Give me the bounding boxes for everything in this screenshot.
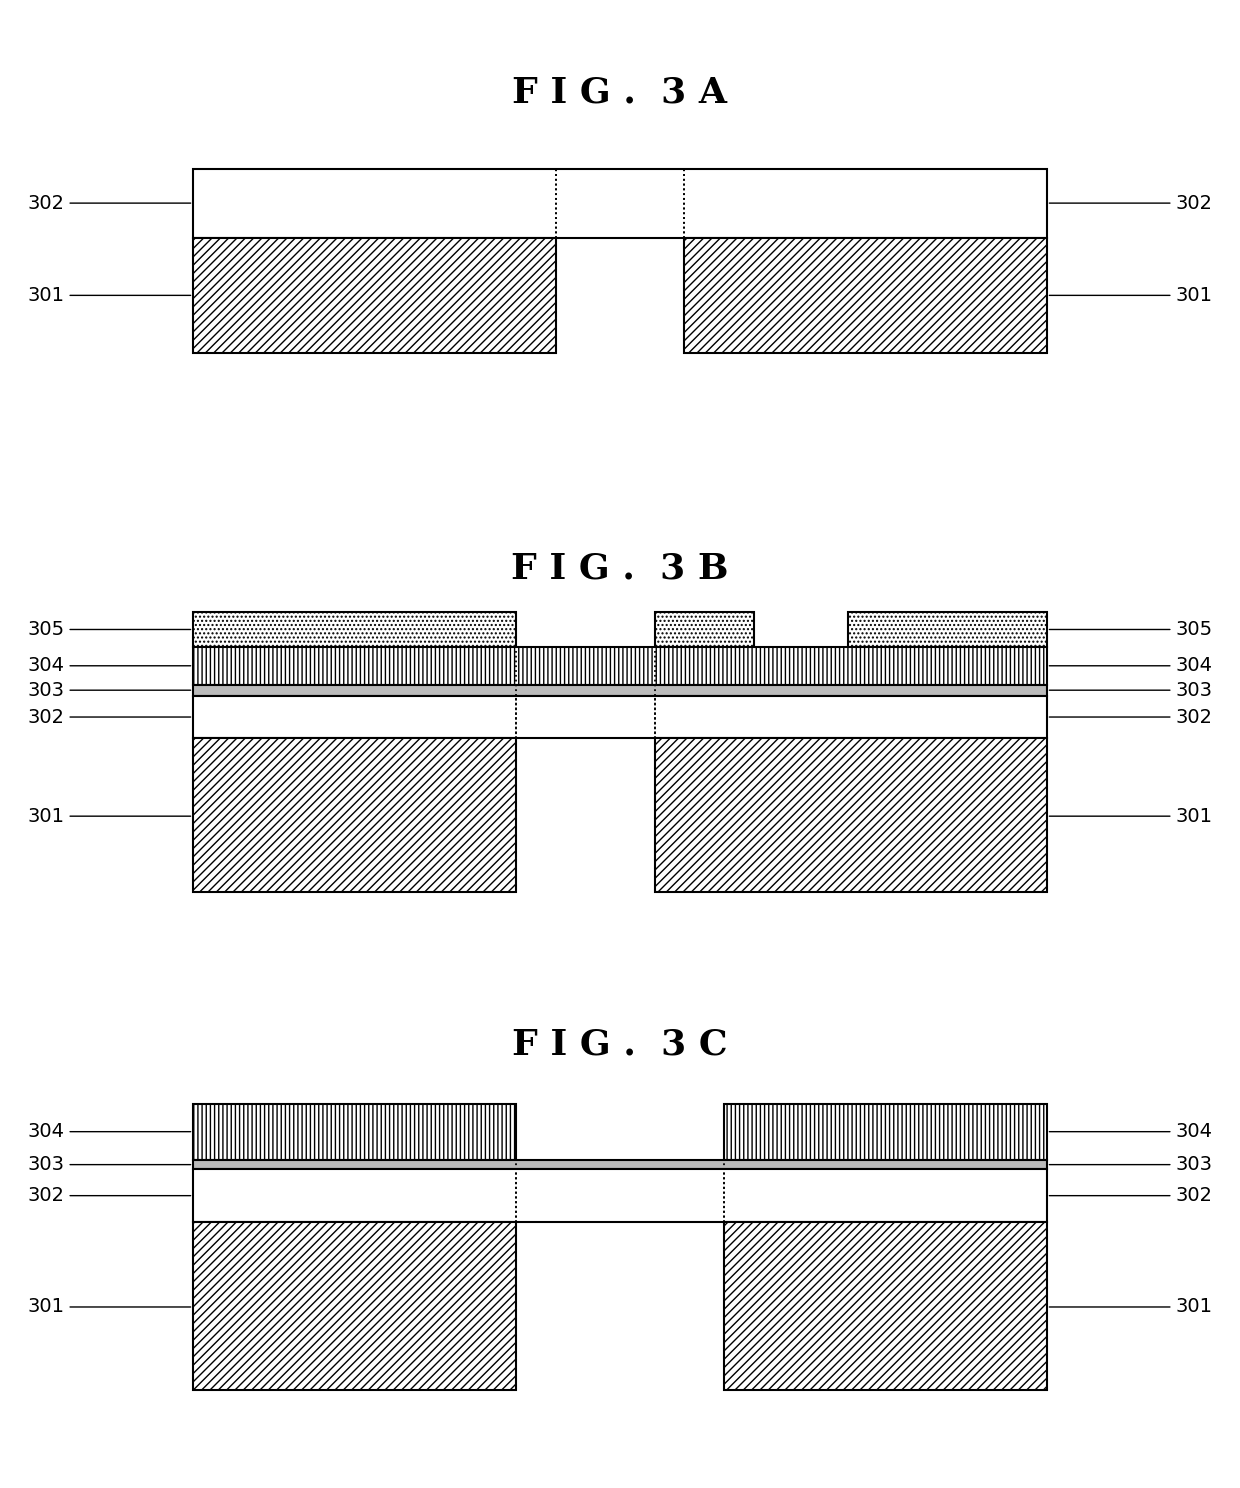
Text: 305: 305 [27,620,191,638]
Bar [724,1104,1047,1159]
Text: 301: 301 [27,1298,191,1317]
Bar [193,696,1047,738]
Bar [193,1104,516,1159]
Text: 304: 304 [27,1122,191,1141]
Bar [684,238,1047,353]
Text: 303: 303 [27,680,191,699]
Bar [724,1222,1047,1390]
Text: 302: 302 [27,193,191,213]
Bar [193,1159,1047,1170]
Bar [193,1170,1047,1222]
Text: 301: 301 [1049,806,1213,826]
Text: F I G .  3 B: F I G . 3 B [511,552,729,585]
Bar [193,647,1047,684]
Text: 304: 304 [1049,1122,1213,1141]
Bar [193,738,516,893]
Bar [193,168,1047,238]
Bar [655,612,754,647]
Text: 301: 301 [27,806,191,826]
Bar [193,238,556,353]
Text: 302: 302 [27,1186,191,1205]
Text: 304: 304 [27,656,191,676]
Bar [193,684,1047,696]
Text: 303: 303 [1049,1155,1213,1174]
Text: 303: 303 [27,1155,191,1174]
Text: 301: 301 [1049,1298,1213,1317]
Text: F I G .  3 A: F I G . 3 A [512,76,728,109]
Text: 302: 302 [1049,707,1213,726]
Text: 302: 302 [27,707,191,726]
Text: 302: 302 [1049,1186,1213,1205]
Text: 301: 301 [27,286,191,305]
Bar [848,612,1047,647]
Text: 301: 301 [1049,286,1213,305]
Text: 302: 302 [1049,193,1213,213]
Text: 303: 303 [1049,680,1213,699]
Text: 304: 304 [1049,656,1213,676]
Text: F I G .  3 C: F I G . 3 C [512,1028,728,1061]
Bar [655,738,1047,893]
Text: 305: 305 [1049,620,1213,638]
Bar [193,1222,516,1390]
Bar [193,612,516,647]
